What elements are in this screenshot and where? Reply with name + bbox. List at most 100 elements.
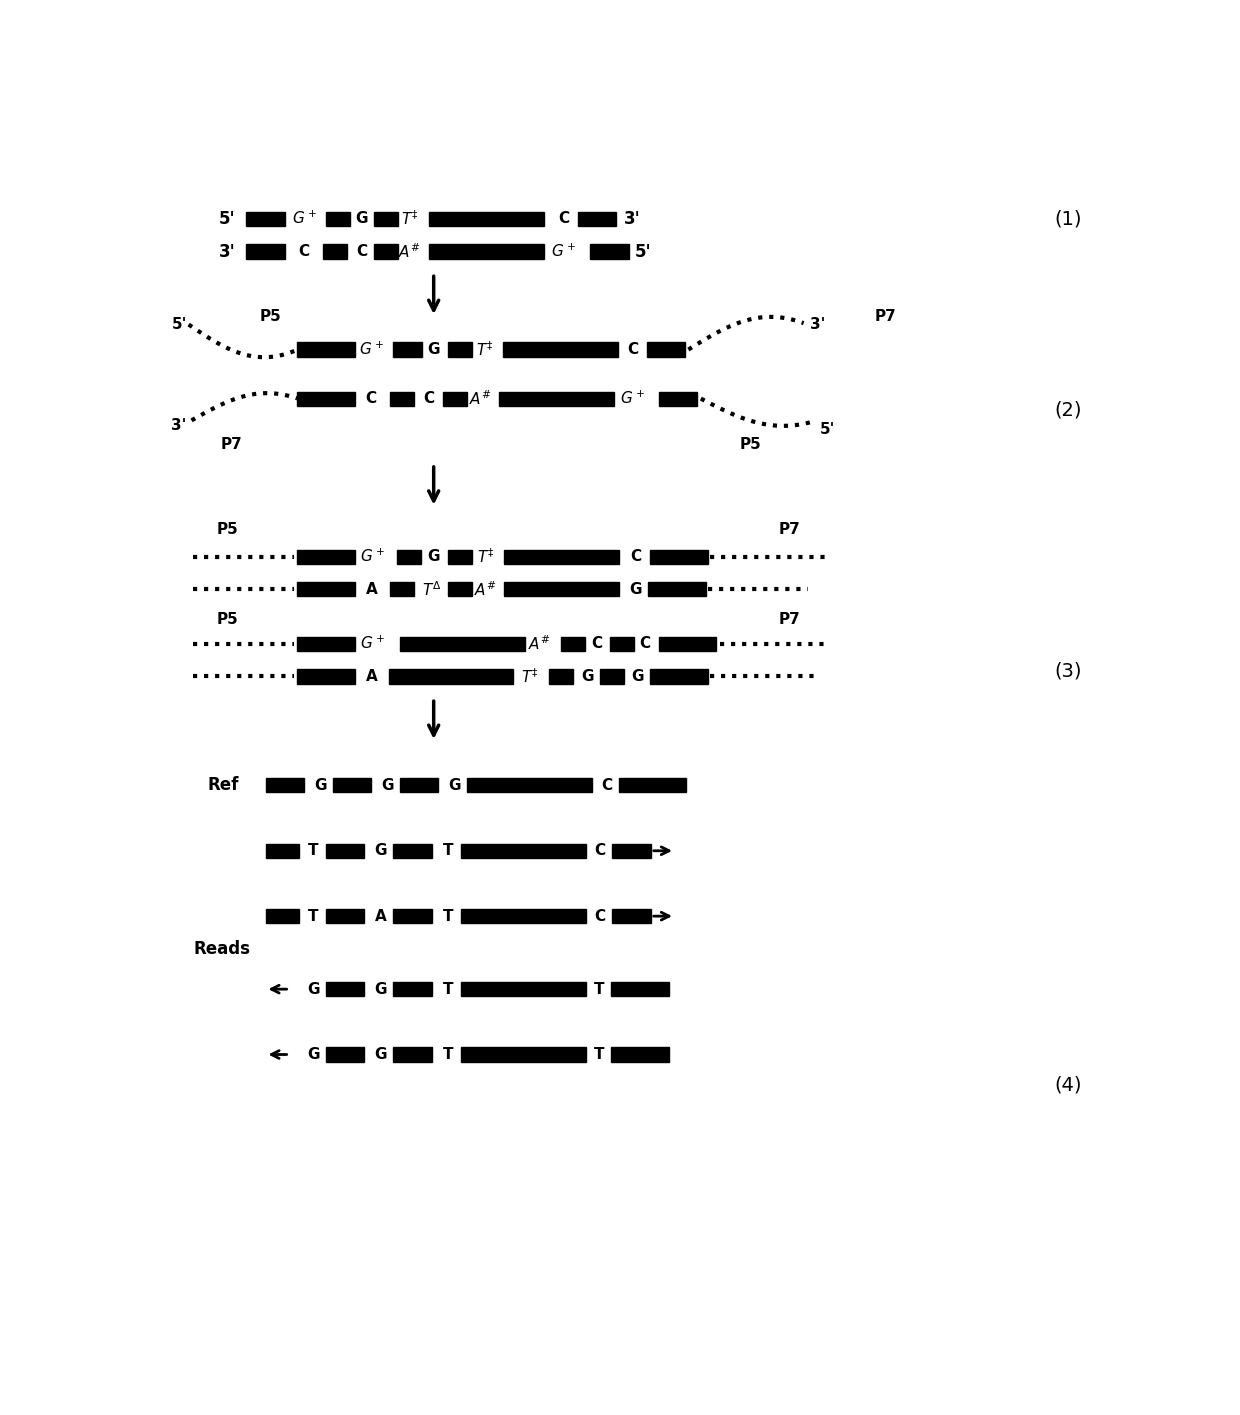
Text: $G^+$: $G^+$ [360, 635, 384, 652]
Text: $T^{\ddagger}$: $T^{\ddagger}$ [521, 666, 538, 686]
Text: $G^+$: $G^+$ [291, 211, 316, 228]
FancyBboxPatch shape [429, 245, 544, 259]
Text: G: G [428, 549, 440, 565]
FancyBboxPatch shape [247, 245, 285, 259]
Text: Reads: Reads [193, 940, 250, 958]
Text: $G^+$: $G^+$ [620, 391, 645, 408]
FancyBboxPatch shape [611, 982, 670, 996]
Text: (3): (3) [1054, 661, 1081, 681]
Text: C: C [558, 211, 569, 226]
FancyBboxPatch shape [590, 245, 629, 259]
Text: G: G [582, 669, 594, 683]
FancyBboxPatch shape [460, 843, 585, 857]
FancyBboxPatch shape [298, 582, 355, 596]
Text: $A^{\#}$: $A^{\#}$ [528, 634, 551, 654]
FancyBboxPatch shape [549, 669, 573, 683]
Text: P5: P5 [740, 437, 761, 451]
Text: C: C [601, 778, 613, 792]
Text: (4): (4) [1054, 1075, 1081, 1095]
FancyBboxPatch shape [560, 637, 584, 651]
FancyBboxPatch shape [503, 582, 619, 596]
Text: $T^{\Delta}$: $T^{\Delta}$ [422, 580, 441, 599]
Text: A: A [374, 908, 387, 924]
Text: C: C [630, 549, 641, 565]
FancyBboxPatch shape [611, 1047, 670, 1061]
FancyBboxPatch shape [610, 637, 634, 651]
FancyBboxPatch shape [658, 392, 697, 406]
FancyBboxPatch shape [391, 392, 414, 406]
FancyBboxPatch shape [326, 908, 365, 923]
FancyBboxPatch shape [265, 778, 304, 792]
Text: 3': 3' [218, 242, 236, 260]
FancyBboxPatch shape [613, 843, 651, 857]
FancyBboxPatch shape [393, 843, 432, 857]
Text: C: C [299, 243, 310, 259]
Text: 3': 3' [624, 209, 641, 228]
Text: P7: P7 [874, 310, 897, 324]
FancyBboxPatch shape [498, 392, 614, 406]
Text: C: C [356, 243, 367, 259]
FancyBboxPatch shape [600, 669, 624, 683]
FancyBboxPatch shape [393, 1047, 432, 1061]
FancyBboxPatch shape [429, 212, 544, 226]
Text: P5: P5 [216, 522, 238, 536]
FancyBboxPatch shape [298, 549, 355, 563]
Text: G: G [374, 982, 387, 996]
Text: G: G [631, 669, 644, 683]
Text: 5': 5' [171, 317, 187, 333]
Text: $G^+$: $G^+$ [551, 243, 575, 260]
FancyBboxPatch shape [326, 212, 350, 226]
Text: A: A [366, 669, 378, 683]
FancyBboxPatch shape [393, 342, 422, 357]
Text: T: T [443, 843, 454, 859]
FancyBboxPatch shape [448, 549, 472, 563]
FancyBboxPatch shape [619, 778, 687, 792]
Text: 5': 5' [635, 242, 651, 260]
FancyBboxPatch shape [649, 582, 706, 596]
Text: C: C [594, 908, 605, 924]
Text: P5: P5 [216, 613, 238, 627]
Text: 3': 3' [811, 317, 826, 333]
Text: G: G [356, 211, 368, 226]
FancyBboxPatch shape [460, 908, 585, 923]
Text: T: T [594, 1047, 604, 1063]
Text: $T^{\ddagger}$: $T^{\ddagger}$ [401, 209, 418, 228]
Text: G: G [382, 778, 394, 792]
Text: P7: P7 [779, 613, 800, 627]
Text: G: G [308, 1047, 320, 1063]
FancyBboxPatch shape [397, 549, 422, 563]
FancyBboxPatch shape [460, 1047, 585, 1061]
FancyBboxPatch shape [448, 342, 472, 357]
FancyBboxPatch shape [401, 778, 439, 792]
Text: $G^+$: $G^+$ [358, 341, 383, 358]
FancyBboxPatch shape [613, 908, 651, 923]
Text: C: C [627, 342, 639, 357]
Text: $T^{\ddagger}$: $T^{\ddagger}$ [477, 548, 495, 566]
Text: C: C [423, 391, 434, 406]
FancyBboxPatch shape [401, 637, 525, 651]
Text: $A^{\#}$: $A^{\#}$ [475, 580, 497, 599]
Text: G: G [308, 982, 320, 996]
FancyBboxPatch shape [332, 778, 371, 792]
FancyBboxPatch shape [658, 637, 717, 651]
FancyBboxPatch shape [388, 669, 513, 683]
Text: 3': 3' [171, 419, 187, 433]
FancyBboxPatch shape [444, 392, 467, 406]
FancyBboxPatch shape [647, 342, 686, 357]
Text: Ref: Ref [208, 777, 239, 794]
FancyBboxPatch shape [578, 212, 616, 226]
FancyBboxPatch shape [326, 982, 365, 996]
FancyBboxPatch shape [448, 582, 472, 596]
FancyBboxPatch shape [393, 908, 432, 923]
Text: $T^{\ddagger}$: $T^{\ddagger}$ [476, 340, 494, 359]
Text: G: G [629, 582, 642, 597]
Text: T: T [309, 908, 319, 924]
FancyBboxPatch shape [265, 908, 299, 923]
Text: C: C [594, 843, 605, 859]
FancyBboxPatch shape [503, 342, 619, 357]
FancyBboxPatch shape [460, 982, 585, 996]
FancyBboxPatch shape [503, 549, 619, 563]
Text: 5': 5' [820, 422, 836, 437]
Text: $G^+$: $G^+$ [360, 548, 384, 565]
Text: G: G [314, 778, 326, 792]
